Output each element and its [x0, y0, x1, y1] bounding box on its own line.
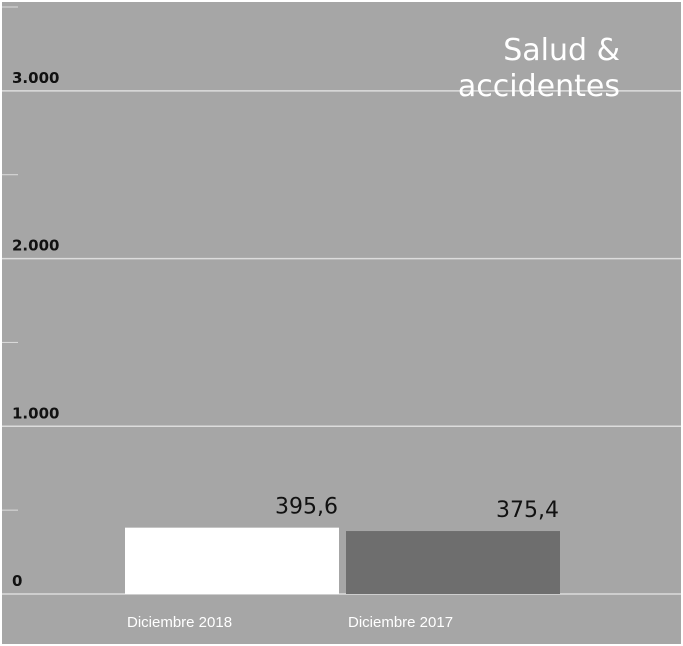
- value-labels: 395,6 375,4: [275, 495, 559, 523]
- bar-2: [346, 531, 560, 594]
- value-label-1: 395,6: [275, 495, 338, 520]
- chart-title-line-1: Salud &: [503, 33, 620, 68]
- value-label-2: 375,4: [496, 498, 559, 523]
- minor-ticks: [2, 6, 18, 511]
- category-labels: Diciembre 2018 Diciembre 2017: [127, 614, 453, 631]
- y-tick-label: 2.000: [12, 237, 59, 255]
- y-tick-label: 0: [12, 572, 22, 590]
- gridlines: [2, 90, 681, 595]
- y-tick-label: 1.000: [12, 404, 59, 422]
- chart-title-line-2: accidentes: [458, 69, 620, 104]
- category-label-2: Diciembre 2017: [348, 614, 453, 631]
- bars: [125, 527, 560, 594]
- bar-1: [125, 527, 339, 594]
- y-tick-label: 3.000: [12, 69, 59, 87]
- category-label-1: Diciembre 2018: [127, 614, 232, 631]
- y-axis-tick-labels: 0 1.000 2.000 3.000: [12, 69, 59, 590]
